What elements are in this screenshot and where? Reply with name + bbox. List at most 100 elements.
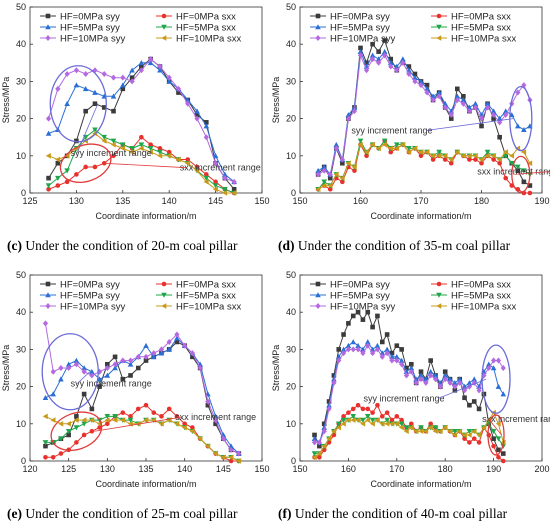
data-point: [408, 365, 415, 371]
data-point: [466, 428, 473, 435]
data-point: [462, 395, 467, 401]
data-point: [346, 410, 351, 415]
y-tick-label: 0: [21, 188, 26, 198]
data-point: [515, 123, 521, 129]
syy-range-ellipse: [481, 344, 511, 414]
legend-item: HF=5MPa syy: [40, 290, 120, 301]
legend-label: HF=0MPa sxx: [176, 11, 236, 22]
data-point: [321, 428, 327, 435]
data-point: [452, 432, 458, 438]
y-tick-label: 20: [286, 382, 296, 392]
data-point: [418, 372, 424, 378]
data-point: [110, 138, 117, 144]
data-point: [143, 358, 149, 363]
data-point: [479, 160, 484, 166]
data-point: [412, 145, 418, 152]
data-point: [408, 424, 414, 431]
data-point: [222, 190, 228, 196]
data-point: [185, 157, 191, 162]
data-point: [355, 309, 361, 315]
legend-marker: [45, 292, 51, 298]
data-point: [236, 458, 242, 464]
legend-item: HF=10MPa syy: [40, 301, 125, 312]
legend-item: HF=0MPa sxx: [431, 279, 511, 290]
legend-label: HF=10MPa syy: [60, 301, 125, 312]
legend-marker: [45, 281, 51, 287]
data-point: [384, 417, 390, 423]
sxx-range-ellipse: [511, 155, 531, 194]
data-point: [495, 357, 502, 364]
data-point: [467, 402, 472, 408]
data-point: [120, 357, 126, 364]
sxx-range-label: sxx increment range: [180, 163, 261, 173]
legend-item: HF=10MPa syy: [310, 301, 395, 312]
data-point: [496, 156, 502, 163]
data-point: [205, 402, 211, 408]
data-point: [65, 421, 71, 427]
data-point: [452, 428, 458, 435]
data-point: [495, 436, 502, 442]
x-tick-label: 125: [61, 464, 76, 474]
data-point: [350, 313, 356, 319]
data-point: [365, 406, 371, 412]
data-point: [456, 428, 463, 435]
data-point: [384, 410, 390, 415]
data-point: [500, 391, 507, 397]
data-point: [466, 108, 472, 115]
data-point: [384, 421, 390, 427]
y-tick-label: 0: [21, 456, 26, 466]
syy-range-label: syy increment range: [71, 148, 152, 158]
data-point: [345, 115, 351, 122]
legend-marker: [45, 303, 51, 309]
data-point: [111, 108, 116, 114]
data-point: [81, 421, 87, 427]
data-point: [490, 153, 496, 159]
data-point: [389, 417, 395, 423]
data-point: [138, 67, 144, 74]
data-point: [92, 101, 98, 107]
data-point: [231, 178, 237, 185]
data-point: [166, 338, 172, 345]
data-point: [174, 421, 180, 427]
legend-label: HF=10MPa sxx: [176, 33, 241, 44]
x-tick-label: 160: [353, 196, 368, 206]
data-point: [73, 417, 79, 423]
data-point: [460, 97, 467, 103]
data-point: [327, 186, 333, 192]
data-point: [375, 402, 380, 408]
data-point: [231, 190, 237, 196]
data-point: [231, 186, 237, 192]
x-tick-label: 150: [254, 196, 269, 206]
data-point: [387, 145, 394, 152]
legend-marker: [161, 35, 167, 41]
data-point: [127, 417, 134, 423]
legend-label: HF=10MPa sxx: [176, 301, 241, 312]
x-tick-label: 140: [177, 464, 192, 474]
data-point: [174, 335, 180, 341]
data-point: [394, 354, 400, 360]
data-point: [150, 354, 157, 360]
legend-item: HF=0MPa sxx: [156, 11, 236, 22]
data-point: [321, 424, 327, 430]
data-point: [212, 186, 218, 193]
data-point: [364, 414, 371, 420]
data-point: [321, 164, 327, 170]
data-point: [228, 446, 234, 453]
data-point: [326, 435, 332, 442]
annotation-arrow: [103, 162, 187, 169]
legend-item: HF=0MPa syy: [40, 11, 120, 22]
data-point: [83, 70, 89, 77]
data-point: [120, 142, 126, 148]
data-point: [120, 86, 126, 92]
data-point: [331, 379, 337, 386]
caption-text: Under the condition of 25-m coal pillar: [22, 506, 238, 521]
data-point: [476, 387, 482, 394]
data-point: [374, 417, 380, 423]
data-point: [335, 424, 342, 431]
data-point: [197, 365, 203, 371]
data-point: [197, 435, 203, 442]
series-line: [314, 311, 504, 454]
data-point: [105, 361, 110, 367]
data-point: [151, 410, 157, 415]
series-hf-10mpa-syy: [315, 52, 533, 178]
